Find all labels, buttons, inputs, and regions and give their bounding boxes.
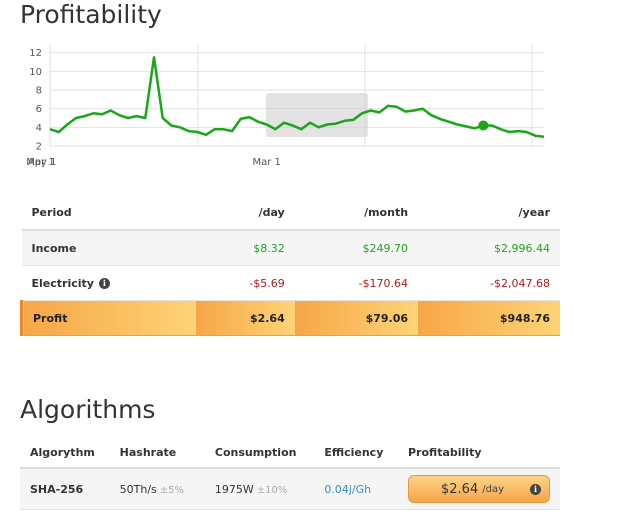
electricity-cell: Electricity i [21, 265, 197, 301]
chart-navigator-box[interactable] [266, 93, 368, 137]
column-header-period: Period [21, 196, 197, 231]
column-header-hashrate: Hashrate [109, 437, 205, 469]
efficiency-value: 0.04j/Gh [314, 468, 398, 510]
income-row: Income $8.32 $249.70 $2,996.44 [21, 230, 560, 266]
y-tick-label: 12 [29, 48, 42, 59]
y-tick-label: 6 [36, 104, 42, 115]
table-header-row: Period /day /month /year [21, 196, 560, 231]
profit-day: $2.64 [196, 300, 295, 336]
consumption-value: 1975W [214, 482, 254, 496]
column-header-algorithm: Algorythm [20, 437, 110, 469]
column-header-year: /year [418, 196, 560, 231]
algo-header-row: Algorythm Hashrate Consumption Efficienc… [20, 437, 560, 469]
algorithms-title: Algorithms [20, 395, 156, 424]
hashrate-tolerance: ±5% [159, 484, 185, 496]
electricity-month: -$170.64 [294, 265, 419, 301]
income-label: Income [21, 230, 197, 266]
x-tick-label: Apr 1 [28, 157, 55, 168]
profit-month: $79.06 [294, 300, 419, 336]
profit-label: Profit [20, 300, 197, 336]
income-month: $249.70 [294, 230, 419, 266]
y-tick-label: 2 [36, 142, 42, 153]
column-header-month: /month [294, 196, 419, 231]
info-icon[interactable]: i [530, 484, 541, 495]
profitability-table: Period /day /month /year Income $8.32 $2… [20, 196, 560, 336]
hashrate-cell: 50Th/s ±5% [109, 468, 205, 510]
electricity-label: Electricity [31, 276, 94, 290]
electricity-row: Electricity i -$5.69 -$170.64 -$2,047.68 [21, 265, 560, 301]
algorithm-row[interactable]: SHA-256 50Th/s ±5% 1975W ±10% 0.04j/Gh $2.… [20, 468, 560, 510]
profitability-title: Profitability [20, 0, 162, 29]
x-tick-label: Mar 1 [252, 157, 280, 168]
income-day: $8.32 [196, 230, 295, 266]
series-line [49, 56, 545, 138]
column-header-consumption: Consumption [204, 437, 315, 469]
profitability-cell: $2.64 /day i [398, 468, 560, 510]
profit-row: Profit $2.64 $79.06 $948.76 [20, 300, 560, 336]
column-header-day: /day [196, 196, 295, 231]
y-tick-label: 8 [36, 86, 42, 97]
profitability-pill[interactable]: $2.64 /day i [408, 475, 550, 503]
profitability-value: $2.64 [441, 481, 479, 497]
electricity-day: -$5.69 [196, 265, 295, 301]
y-tick-label: 4 [36, 123, 42, 134]
data-point-marker[interactable] [478, 120, 489, 131]
consumption-cell: 1975W ±10% [204, 468, 315, 510]
info-icon[interactable]: i [98, 278, 110, 289]
profitability-unit: /day [482, 483, 504, 495]
column-header-efficiency: Efficiency [314, 437, 398, 469]
profit-year: $948.76 [418, 300, 560, 336]
consumption-tolerance: ±10% [256, 484, 288, 496]
x-tick-label: May 1 [26, 157, 56, 168]
electricity-year: -$2,047.68 [418, 265, 560, 301]
algorithms-table: Algorythm Hashrate Consumption Efficienc… [20, 437, 560, 510]
column-header-profitability: Profitability [398, 437, 560, 469]
hashrate-value: 50Th/s [119, 482, 157, 496]
algorithm-name: SHA-256 [20, 468, 110, 510]
income-year: $2,996.44 [418, 230, 560, 266]
y-tick-label: 10 [29, 67, 42, 78]
